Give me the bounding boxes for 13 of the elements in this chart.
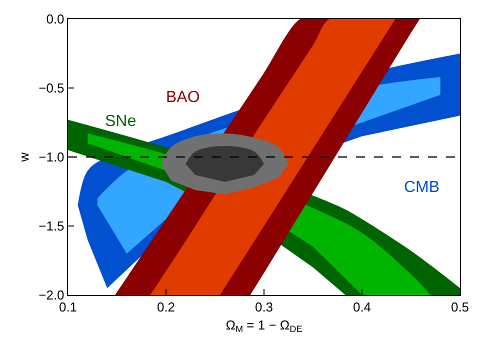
legend-label: SNe [105, 113, 136, 130]
x-tick-label: 0.5 [450, 300, 470, 315]
x-tick-label: 0.4 [352, 300, 372, 315]
x-tick-label: 0.3 [254, 300, 274, 315]
legend-label: BAO [166, 89, 200, 106]
legend-label: CMB [404, 179, 440, 196]
y-tick-label: −0.5 [38, 80, 64, 96]
y-tick-label: −1.5 [38, 218, 64, 234]
y-tick-label: −1.0 [38, 150, 64, 165]
x-axis-title: Ω$_{M}$ = 1 − Ω$_{DE}$ [226, 317, 302, 334]
x-tick-label: 0.2 [156, 300, 176, 315]
y-tick-label: 0.0 [46, 12, 64, 27]
y-axis-title: w [16, 152, 32, 163]
